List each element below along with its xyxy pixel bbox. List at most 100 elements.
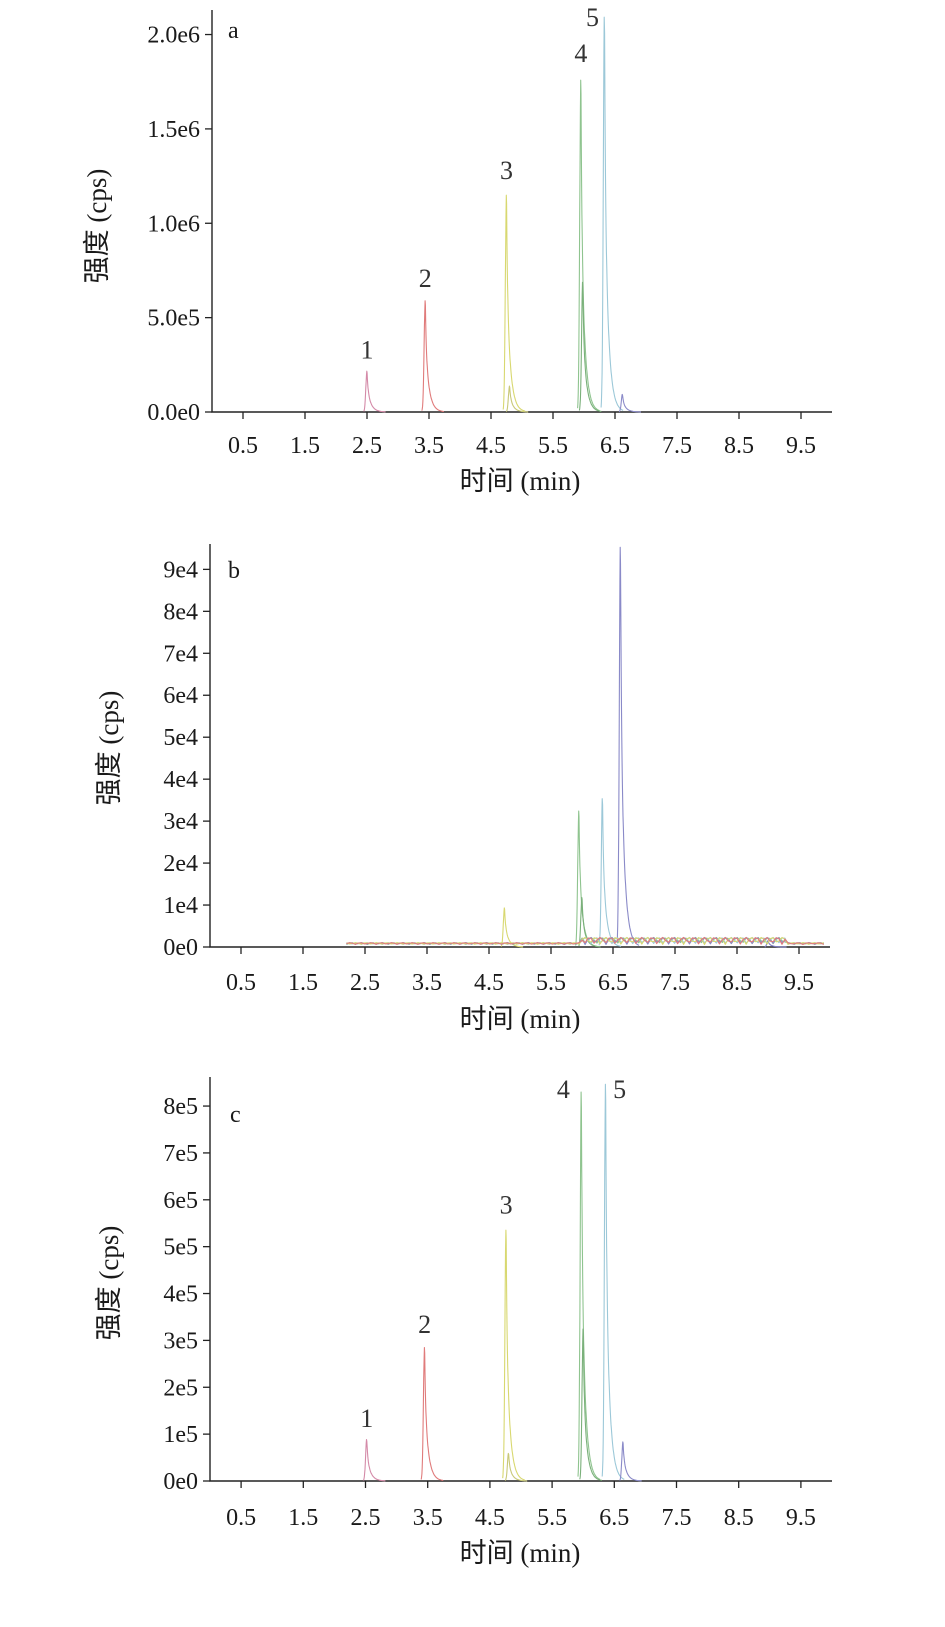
panel-c-x-ticks: 0.5 1.5 2.5 3.5 4.5 5.5 6.5 7.5 8.5 9.5 (226, 1481, 816, 1531)
x-tick-label: 9.5 (786, 433, 816, 459)
panel-c-traces (362, 1083, 642, 1482)
y-tick-label: 3e5 (163, 1328, 198, 1354)
x-tick-label: 7.5 (662, 1505, 692, 1531)
peak-label: 5 (613, 1075, 626, 1104)
panel-b-xlabel: 时间 (min) (460, 1004, 581, 1034)
y-tick-label: 7e4 (163, 641, 198, 667)
peak-label: 2 (419, 264, 432, 293)
panel-b-y-ticks: 0e0 1e4 2e4 3e4 4e4 5e4 6e4 7e4 8e4 9e4 (163, 557, 210, 961)
x-tick-label: 6.5 (598, 970, 628, 996)
x-tick-label: 5.5 (536, 970, 566, 996)
peak-label: 3 (500, 1191, 513, 1220)
y-tick-label: 5e4 (163, 725, 198, 751)
peak-trace (502, 194, 526, 412)
x-tick-label: 3.5 (412, 970, 442, 996)
x-tick-label: 4.5 (476, 433, 506, 459)
y-tick-label: 5.0e5 (147, 306, 200, 332)
baseline-trace (346, 936, 825, 946)
x-tick-label: 4.5 (475, 1505, 505, 1531)
peak-label: 4 (574, 39, 587, 68)
x-tick-label: 2.5 (351, 1505, 381, 1531)
peak-trace (616, 546, 640, 946)
x-tick-label: 6.5 (600, 433, 630, 459)
y-tick-label: 1.0e6 (147, 211, 200, 237)
x-tick-label: 9.5 (784, 970, 814, 996)
chromatogram-panel-c: c 时间 (min) 强度 (cps) 0.5 1.5 2.5 3.5 4.5 5.5 6.… (94, 1075, 832, 1568)
panel-c-xlabel: 时间 (min) (460, 1538, 581, 1568)
peak-trace (578, 897, 601, 948)
x-tick-label: 3.5 (413, 1505, 443, 1531)
peak-trace (575, 810, 598, 947)
panel-c-ylabel: 强度 (cps) (94, 1226, 124, 1341)
y-tick-label: 6e5 (163, 1188, 198, 1214)
peak-trace (363, 370, 386, 413)
y-tick-label: 7e5 (163, 1141, 198, 1167)
x-tick-label: 0.5 (226, 970, 256, 996)
peak-trace (578, 281, 602, 413)
peak-label: 1 (360, 1404, 373, 1433)
x-tick-label: 6.5 (599, 1505, 629, 1531)
x-tick-label: 3.5 (414, 433, 444, 459)
panel-a-xlabel: 时间 (min) (460, 466, 581, 496)
peak-label: 3 (500, 156, 513, 185)
x-tick-label: 9.5 (786, 1505, 816, 1531)
y-tick-label: 0e0 (163, 935, 198, 961)
x-tick-label: 0.5 (226, 1505, 256, 1531)
x-tick-label: 5.5 (538, 433, 568, 459)
panel-c-axes (209, 1077, 832, 1482)
peak-label: 4 (557, 1075, 570, 1104)
peak-label: 2 (418, 1310, 431, 1339)
panel-a-letter: a (228, 18, 239, 44)
y-tick-label: 2e4 (163, 851, 198, 877)
peak-trace (600, 16, 624, 411)
peak-trace (420, 1346, 444, 1482)
x-tick-label: 7.5 (660, 970, 690, 996)
y-tick-label: 9e4 (163, 557, 198, 583)
panel-a-traces (363, 16, 642, 413)
x-tick-label: 1.5 (288, 970, 318, 996)
y-tick-label: 6e4 (163, 683, 198, 709)
panel-c-y-ticks: 0e0 1e5 2e5 3e5 4e5 5e5 6e5 7e5 8e5 (163, 1094, 210, 1495)
x-tick-label: 2.5 (352, 433, 382, 459)
peak-trace (504, 1452, 528, 1482)
y-tick-label: 1e5 (163, 1422, 198, 1448)
peak-trace (577, 1091, 601, 1480)
peak-label: 1 (361, 335, 374, 364)
peak-trace (421, 300, 445, 413)
y-tick-label: 8e4 (163, 599, 198, 625)
peak-label: 5 (586, 3, 599, 32)
y-tick-label: 1.5e6 (147, 117, 200, 143)
x-tick-label: 4.5 (474, 970, 504, 996)
panel-a-x-ticks: 0.5 1.5 2.5 3.5 4.5 5.5 6.5 7.5 8.5 9.5 (228, 412, 816, 459)
peak-trace (500, 907, 524, 948)
peak-trace (579, 1328, 603, 1481)
x-tick-label: 8.5 (724, 1505, 754, 1531)
panel-b-ylabel: 强度 (cps) (94, 691, 124, 806)
y-tick-label: 8e5 (163, 1094, 198, 1120)
x-tick-label: 8.5 (724, 433, 754, 459)
y-tick-label: 0e0 (163, 1469, 198, 1495)
x-tick-label: 5.5 (537, 1505, 567, 1531)
peak-trace (577, 79, 600, 412)
panel-c-letter: c (230, 1102, 241, 1128)
y-tick-label: 2e5 (163, 1375, 198, 1401)
x-tick-label: 1.5 (288, 1505, 318, 1531)
peak-trace (505, 385, 529, 413)
peak-trace (619, 1441, 642, 1482)
panel-c-peak-labels: 1 2 3 4 5 (360, 1075, 626, 1433)
y-tick-label: 3e4 (163, 809, 198, 835)
x-tick-label: 7.5 (662, 433, 692, 459)
peak-trace (601, 1083, 625, 1480)
peak-trace (502, 1229, 525, 1481)
x-tick-label: 1.5 (290, 433, 320, 459)
x-tick-label: 2.5 (350, 970, 380, 996)
panel-a-ylabel: 强度 (cps) (82, 169, 112, 284)
peak-trace (598, 798, 622, 947)
y-tick-label: 0.0e0 (147, 400, 200, 426)
panel-a-peak-labels: 1 2 3 4 5 (361, 3, 599, 364)
y-tick-label: 2.0e6 (147, 23, 200, 49)
panel-b-x-ticks: 0.5 1.5 2.5 3.5 4.5 5.5 6.5 7.5 8.5 9.5 (226, 947, 814, 996)
y-tick-label: 5e5 (163, 1235, 198, 1261)
y-tick-label: 1e4 (163, 893, 198, 919)
